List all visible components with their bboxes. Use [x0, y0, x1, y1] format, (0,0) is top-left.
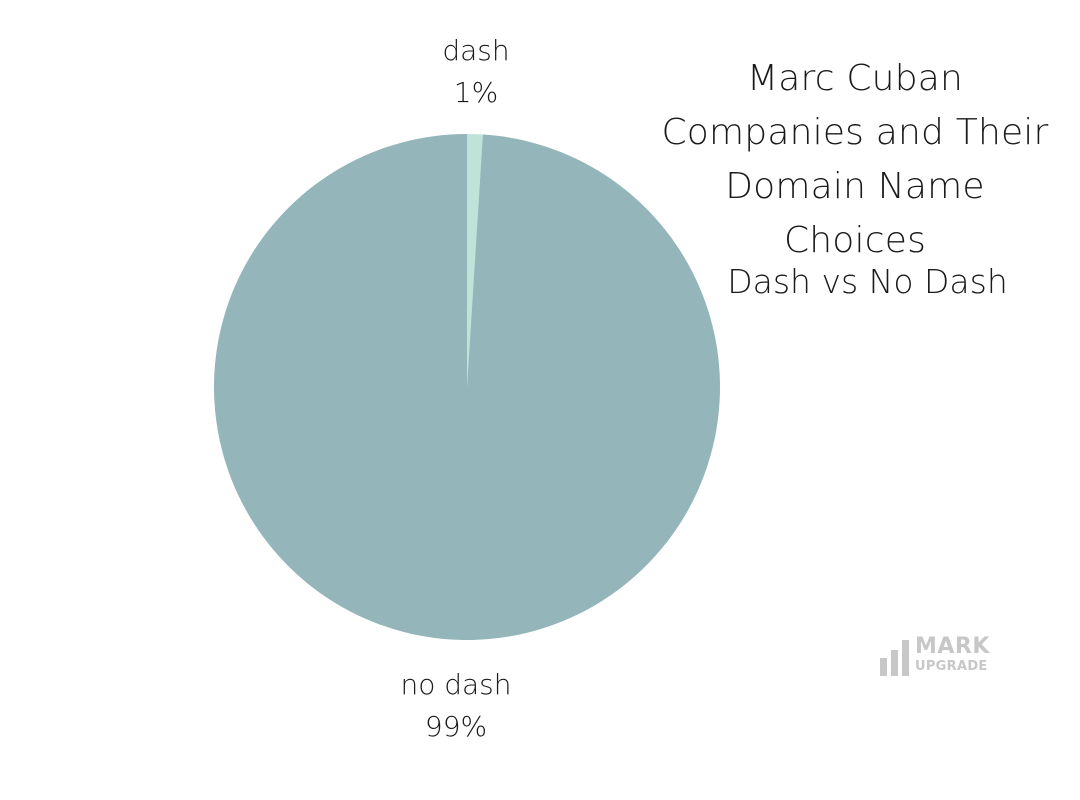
pie-slice-no-dash: [213, 134, 720, 641]
slice-label-dash-value: 1%: [453, 76, 499, 109]
mark-upgrade-logo: MARK UPGRADE: [880, 634, 1005, 678]
logo-word-mark: MARK: [915, 634, 990, 659]
chart-title: Marc Cuban Companies and Their Domain Na…: [661, 58, 1049, 261]
chart-title-block: Marc Cuban Companies and Their Domain Na…: [660, 52, 1050, 268]
chart-subtitle: Dash vs No Dash: [727, 262, 1008, 301]
slice-label-no-dash: no dash 99%: [386, 664, 526, 748]
slice-label-dash-name: dash: [442, 34, 510, 67]
slice-label-dash: dash 1%: [416, 30, 536, 114]
slice-label-no-dash-value: 99%: [424, 710, 488, 743]
slice-label-no-dash-name: no dash: [400, 668, 512, 701]
pie-slice-dash: [467, 134, 483, 387]
logo-word-upgrade: UPGRADE: [915, 659, 988, 674]
bar-chart-logo-icon: [880, 638, 914, 676]
